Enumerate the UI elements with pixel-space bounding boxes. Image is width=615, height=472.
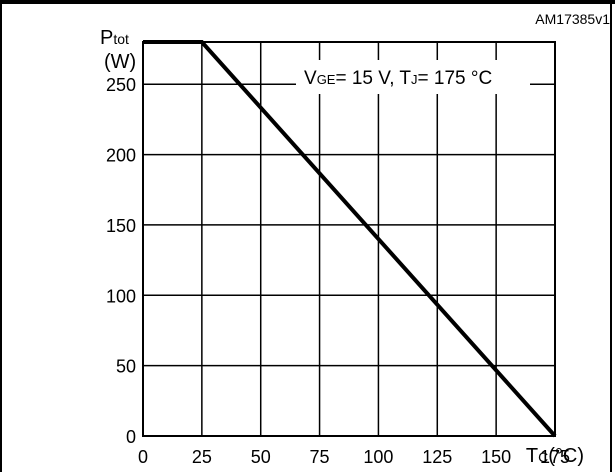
top-border (0, 0, 615, 4)
y-tick-label-150: 150 (106, 216, 136, 236)
vge-value: = 15 V, (335, 68, 399, 89)
x-axis-symbol: T (526, 445, 538, 467)
y-tick-label-200: 200 (106, 146, 136, 166)
figure-id-label: AM17385v1 (535, 11, 610, 27)
tj-value: = 175 °C (418, 68, 493, 89)
x-tick-label-125: 125 (422, 447, 452, 467)
y-tick-label-100: 100 (106, 286, 136, 306)
y-axis-unit: (W) (104, 51, 136, 73)
tj-subscript: J (411, 72, 418, 87)
y-tick-labels: 0 50 100 150 200 250 (106, 75, 136, 447)
x-tick-label-75: 75 (310, 447, 330, 467)
y-tick-label-50: 50 (116, 357, 136, 377)
y-axis-subscript: tot (113, 31, 129, 47)
annotation-background (296, 60, 530, 94)
x-tick-label-25: 25 (192, 447, 212, 467)
plot-border (142, 41, 556, 437)
y-axis-symbol: P (100, 27, 113, 49)
y-axis-label: Ptot (100, 27, 129, 49)
x-tick-label-50: 50 (251, 447, 271, 467)
grid-lines (143, 42, 555, 436)
x-tick-labels: 0 25 50 75 100 125 150 175 (138, 447, 570, 467)
x-axis-subscript: C (538, 449, 548, 465)
x-axis-label: TC(°C) (526, 445, 584, 467)
y-tick-label-0: 0 (126, 427, 136, 447)
vge-subscript: GE (317, 72, 336, 87)
x-tick-label-150: 150 (481, 447, 511, 467)
series-line-ptot (143, 40, 557, 438)
vge-symbol: V (304, 68, 317, 89)
tj-symbol: T (399, 68, 411, 89)
annotation-text: VGE= 15 V, TJ= 175 °C (304, 68, 492, 89)
x-tick-label-100: 100 (363, 447, 393, 467)
x-tick-label-0: 0 (138, 447, 148, 467)
x-tick-label-175: 175 (540, 447, 570, 467)
y-tick-label-250: 250 (106, 75, 136, 95)
x-axis-unit: (°C) (548, 445, 584, 467)
